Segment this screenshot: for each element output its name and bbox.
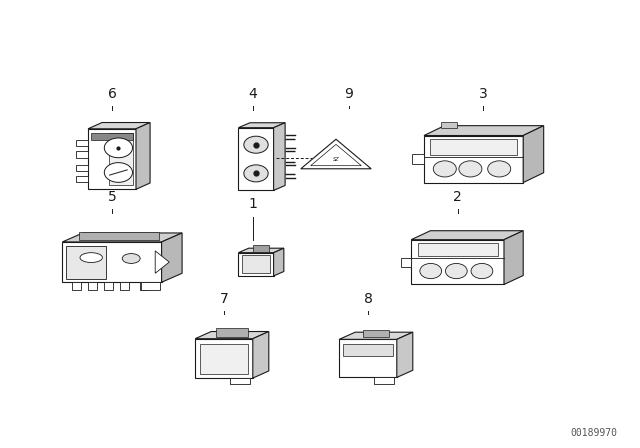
Polygon shape: [104, 282, 113, 290]
Polygon shape: [524, 125, 544, 182]
Polygon shape: [136, 122, 150, 189]
Polygon shape: [72, 282, 81, 290]
Polygon shape: [239, 248, 284, 253]
Text: 3: 3: [479, 87, 488, 101]
Polygon shape: [88, 122, 150, 129]
Polygon shape: [195, 332, 269, 339]
Polygon shape: [120, 282, 129, 290]
Polygon shape: [442, 122, 458, 128]
Polygon shape: [412, 231, 524, 240]
Polygon shape: [77, 165, 88, 171]
Polygon shape: [161, 233, 182, 282]
Circle shape: [420, 263, 442, 279]
Text: 7: 7: [220, 292, 228, 306]
Polygon shape: [155, 251, 169, 273]
Polygon shape: [430, 139, 517, 155]
Polygon shape: [301, 139, 371, 169]
Polygon shape: [253, 245, 269, 252]
Polygon shape: [77, 176, 88, 182]
Circle shape: [104, 163, 132, 182]
Polygon shape: [239, 123, 285, 128]
Polygon shape: [243, 255, 270, 273]
Ellipse shape: [80, 253, 102, 263]
Polygon shape: [239, 128, 274, 190]
Polygon shape: [91, 134, 133, 140]
Ellipse shape: [122, 254, 140, 263]
Circle shape: [104, 138, 132, 158]
Text: 9: 9: [344, 87, 353, 101]
Polygon shape: [230, 378, 250, 384]
Polygon shape: [65, 246, 106, 279]
Polygon shape: [216, 328, 248, 337]
Polygon shape: [195, 339, 253, 378]
Text: 5: 5: [108, 190, 116, 204]
Polygon shape: [141, 282, 160, 290]
Circle shape: [433, 161, 456, 177]
Polygon shape: [374, 377, 394, 383]
Polygon shape: [339, 332, 413, 340]
Polygon shape: [200, 344, 248, 374]
Polygon shape: [239, 253, 274, 276]
Polygon shape: [253, 332, 269, 378]
Circle shape: [445, 263, 467, 279]
Polygon shape: [424, 135, 524, 182]
Text: SZ: SZ: [333, 157, 339, 163]
Polygon shape: [88, 282, 97, 290]
Polygon shape: [88, 129, 136, 189]
Text: 2: 2: [453, 190, 462, 204]
Polygon shape: [424, 125, 544, 135]
Text: 8: 8: [364, 292, 372, 306]
Polygon shape: [504, 231, 524, 284]
Polygon shape: [77, 151, 88, 158]
Polygon shape: [339, 340, 397, 377]
Polygon shape: [274, 248, 284, 276]
Circle shape: [471, 263, 493, 279]
Text: 00189970: 00189970: [571, 428, 618, 438]
Polygon shape: [412, 154, 424, 164]
Polygon shape: [363, 330, 388, 337]
Circle shape: [244, 136, 268, 153]
Polygon shape: [79, 232, 159, 240]
Polygon shape: [109, 134, 133, 185]
Text: 4: 4: [248, 87, 257, 101]
Text: 6: 6: [108, 87, 116, 101]
Polygon shape: [401, 258, 412, 267]
Polygon shape: [62, 242, 161, 282]
Polygon shape: [412, 240, 504, 284]
Polygon shape: [417, 243, 498, 256]
Polygon shape: [397, 332, 413, 377]
Polygon shape: [343, 344, 393, 356]
Circle shape: [244, 165, 268, 182]
Polygon shape: [77, 140, 88, 146]
Text: 1: 1: [248, 198, 257, 211]
Circle shape: [459, 161, 482, 177]
Polygon shape: [140, 282, 148, 290]
Polygon shape: [274, 123, 285, 190]
Polygon shape: [62, 233, 182, 242]
Circle shape: [488, 161, 511, 177]
